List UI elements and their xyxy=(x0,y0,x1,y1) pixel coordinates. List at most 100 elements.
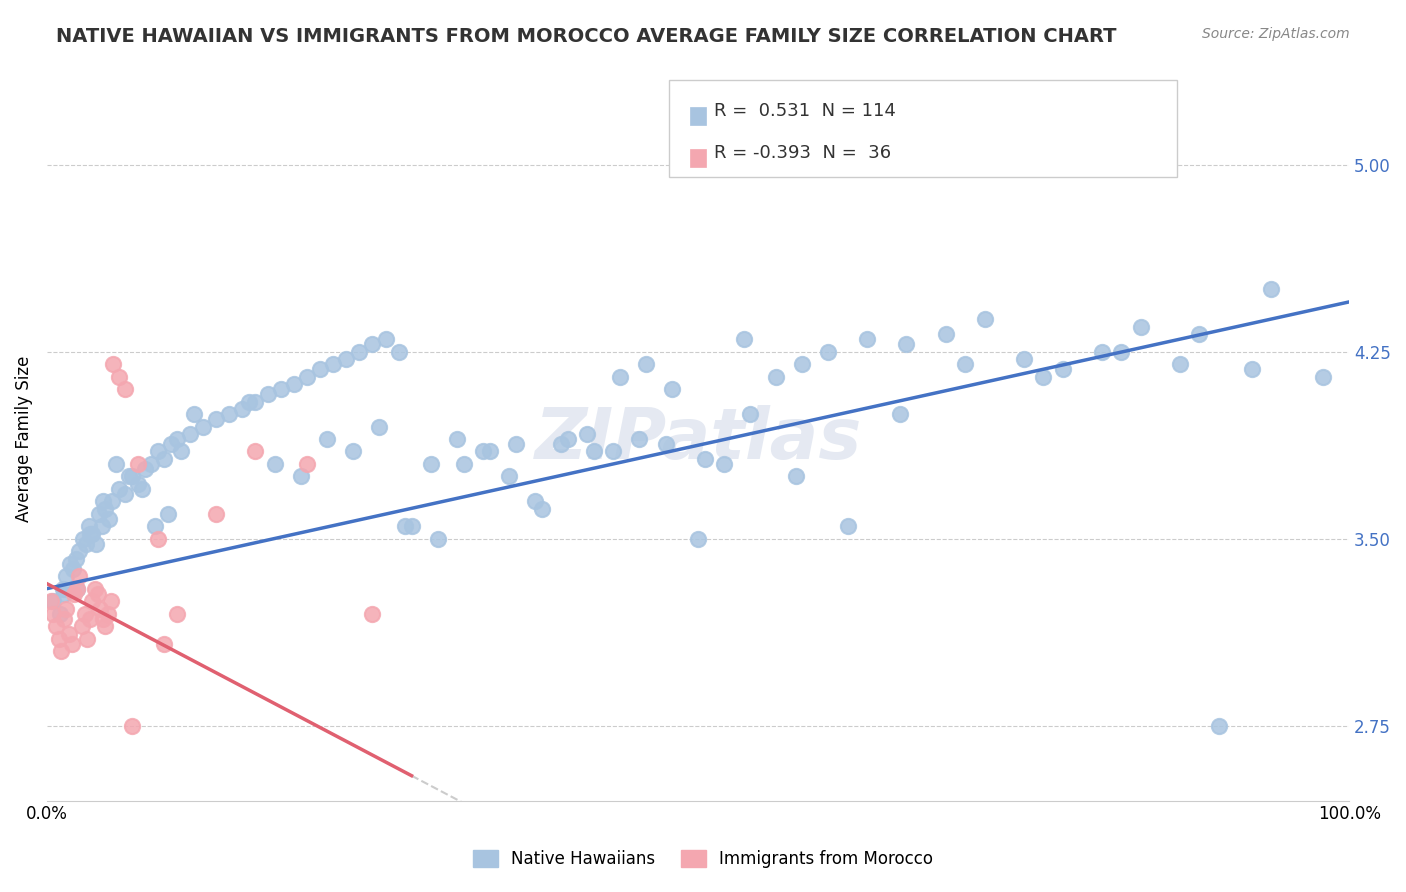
Point xyxy=(634,357,657,371)
Point xyxy=(114,382,136,396)
Point xyxy=(79,611,101,625)
Point xyxy=(290,469,312,483)
Point xyxy=(72,532,94,546)
Point xyxy=(52,587,75,601)
Y-axis label: Average Family Size: Average Family Size xyxy=(15,356,32,522)
Point xyxy=(1129,319,1152,334)
Point xyxy=(283,377,305,392)
Point xyxy=(156,507,179,521)
Point xyxy=(58,626,80,640)
Point xyxy=(170,444,193,458)
Point xyxy=(686,532,709,546)
Point xyxy=(59,557,82,571)
Point xyxy=(245,394,267,409)
Point xyxy=(896,337,918,351)
Point xyxy=(86,587,108,601)
Point xyxy=(69,544,91,558)
Point xyxy=(94,501,117,516)
Point xyxy=(1188,327,1211,342)
Point xyxy=(387,344,409,359)
Point xyxy=(837,519,859,533)
Point xyxy=(65,551,87,566)
Point xyxy=(90,519,112,533)
Text: R = -0.393  N =  36: R = -0.393 N = 36 xyxy=(714,145,891,162)
Point xyxy=(77,519,100,533)
Point xyxy=(153,636,176,650)
Point xyxy=(785,469,807,483)
Point xyxy=(153,452,176,467)
Point xyxy=(86,537,108,551)
Point xyxy=(73,607,96,621)
Point xyxy=(609,369,631,384)
Point xyxy=(183,407,205,421)
Point xyxy=(55,601,77,615)
Point xyxy=(792,357,814,371)
Point xyxy=(76,632,98,646)
Point xyxy=(55,569,77,583)
Text: R =  0.531  N = 114: R = 0.531 N = 114 xyxy=(711,96,893,114)
Point xyxy=(361,337,384,351)
Point xyxy=(51,644,73,658)
Text: Source: ZipAtlas.com: Source: ZipAtlas.com xyxy=(1202,27,1350,41)
Point xyxy=(205,412,228,426)
Point xyxy=(257,387,280,401)
Point xyxy=(39,594,62,608)
Text: NATIVE HAWAIIAN VS IMMIGRANTS FROM MOROCCO AVERAGE FAMILY SIZE CORRELATION CHART: NATIVE HAWAIIAN VS IMMIGRANTS FROM MOROC… xyxy=(56,27,1116,45)
Point xyxy=(349,344,371,359)
Point xyxy=(245,444,267,458)
Point xyxy=(146,444,169,458)
Point xyxy=(270,382,292,396)
Text: R =  0.531  N = 114: R = 0.531 N = 114 xyxy=(714,102,896,120)
Point xyxy=(1012,352,1035,367)
Point xyxy=(297,369,319,384)
Point xyxy=(309,362,332,376)
Point xyxy=(98,512,121,526)
Point xyxy=(159,437,181,451)
Point xyxy=(143,519,166,533)
Point xyxy=(49,607,72,621)
Legend: Native Hawaiians, Immigrants from Morocco: Native Hawaiians, Immigrants from Morocc… xyxy=(467,843,939,875)
Point xyxy=(889,407,911,421)
Point xyxy=(131,482,153,496)
Point xyxy=(297,457,319,471)
Point xyxy=(179,427,201,442)
Point xyxy=(51,582,73,596)
Point xyxy=(446,432,468,446)
Point xyxy=(114,487,136,501)
Point xyxy=(557,432,579,446)
Point xyxy=(361,607,384,621)
Point xyxy=(104,457,127,471)
FancyBboxPatch shape xyxy=(690,107,706,125)
Point xyxy=(121,469,143,483)
Point xyxy=(91,494,114,508)
Point xyxy=(420,457,443,471)
Point xyxy=(66,582,89,596)
Point xyxy=(139,457,162,471)
Point xyxy=(582,444,605,458)
Point xyxy=(107,369,129,384)
Point xyxy=(166,432,188,446)
Point xyxy=(121,719,143,733)
Point xyxy=(94,619,117,633)
Point xyxy=(693,452,716,467)
Point xyxy=(953,357,976,371)
Point xyxy=(1091,344,1114,359)
Point xyxy=(394,519,416,533)
Point xyxy=(134,462,156,476)
Point xyxy=(401,519,423,533)
Point xyxy=(550,437,572,451)
Point xyxy=(856,332,879,346)
Point xyxy=(193,419,215,434)
Point xyxy=(426,532,449,546)
Point xyxy=(505,437,527,451)
Point xyxy=(817,344,839,359)
Point xyxy=(84,582,107,596)
Point xyxy=(733,332,755,346)
Point xyxy=(1032,369,1054,384)
Point xyxy=(42,607,65,621)
FancyBboxPatch shape xyxy=(690,149,706,167)
Point xyxy=(45,619,67,633)
Point xyxy=(472,444,495,458)
Point xyxy=(75,537,97,551)
Point xyxy=(231,402,253,417)
